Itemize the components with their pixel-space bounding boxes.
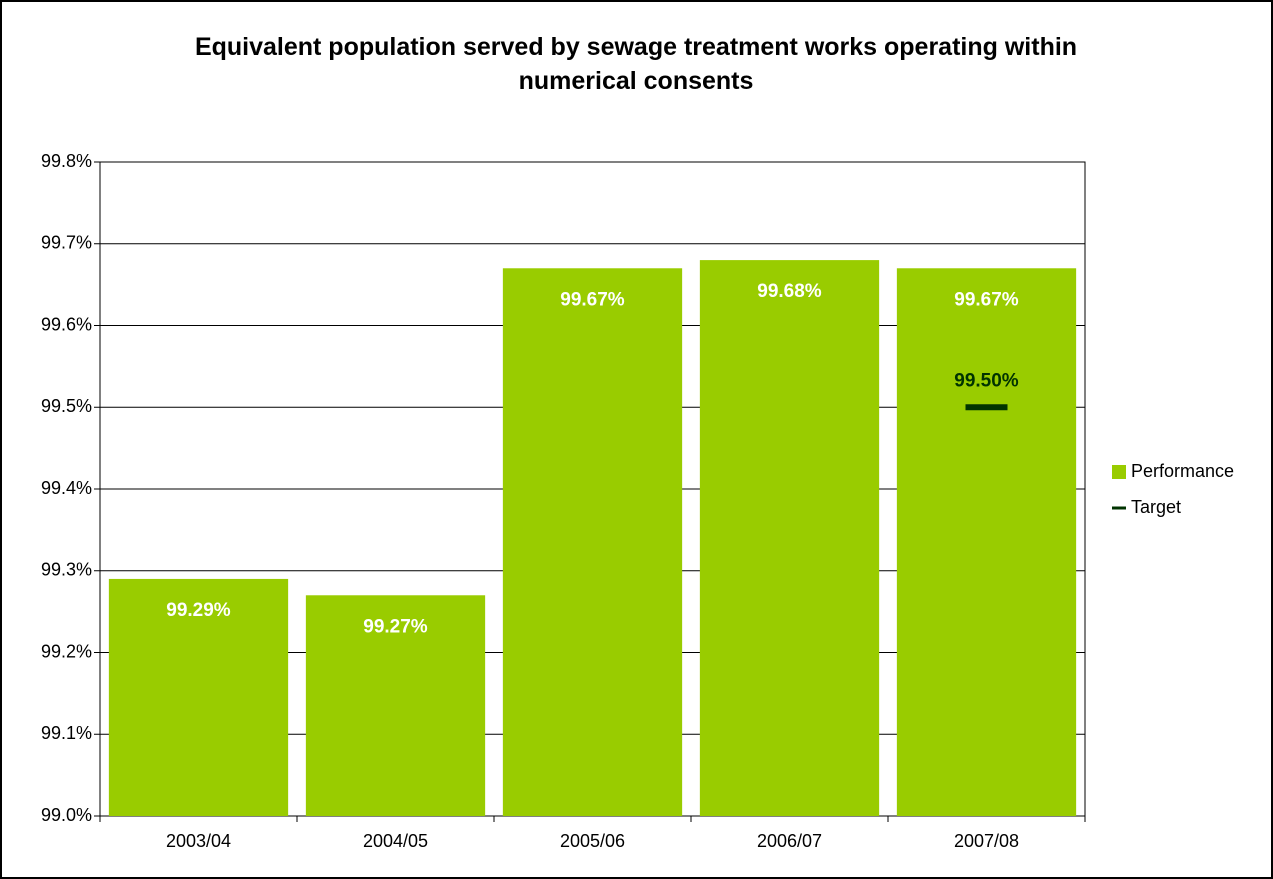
value-label: 99.68% — [757, 281, 822, 302]
value-label: 99.50% — [954, 370, 1019, 391]
x-tick-label: 2007/08 — [954, 831, 1019, 851]
value-label: 99.67% — [560, 289, 625, 310]
x-tick-label: 2005/06 — [560, 831, 625, 851]
y-tick-label: 99.8% — [41, 151, 92, 171]
bar — [896, 268, 1077, 816]
y-tick-label: 99.4% — [41, 478, 92, 498]
value-label: 99.27% — [363, 616, 428, 637]
value-label: 99.29% — [166, 600, 231, 621]
y-tick-label: 99.3% — [41, 560, 92, 580]
x-tick-label: 2006/07 — [757, 831, 822, 851]
legend-label: Performance — [1131, 461, 1234, 481]
value-label: 99.67% — [954, 289, 1019, 310]
y-tick-label: 99.5% — [41, 396, 92, 416]
y-tick-label: 99.1% — [41, 723, 92, 743]
y-tick-label: 99.2% — [41, 641, 92, 661]
x-tick-label: 2004/05 — [363, 831, 428, 851]
legend-label: Target — [1131, 497, 1181, 517]
x-tick-label: 2003/04 — [166, 831, 231, 851]
bar — [305, 595, 486, 816]
y-tick-label: 99.7% — [41, 233, 92, 253]
chart-title: Equivalent population served by sewage t… — [194, 33, 1078, 95]
bar — [699, 260, 880, 817]
bar — [108, 578, 289, 816]
legend-swatch — [1112, 465, 1126, 479]
y-tick-label: 99.0% — [41, 805, 92, 825]
y-tick-label: 99.6% — [41, 314, 92, 334]
bar — [502, 268, 683, 816]
